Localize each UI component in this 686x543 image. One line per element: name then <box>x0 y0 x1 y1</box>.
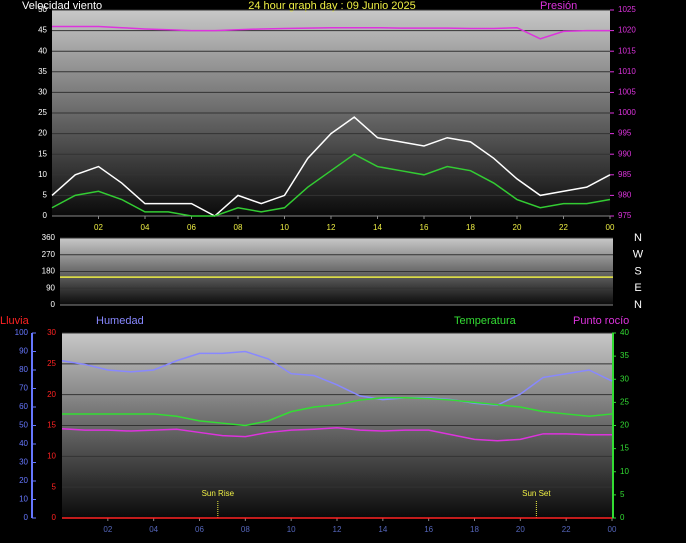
y2-tick-label: 15 <box>620 444 629 453</box>
axis-label: Punto rocío <box>573 315 629 327</box>
axis-label: Lluvia <box>0 315 30 327</box>
y2-tick-label: 980 <box>618 191 632 200</box>
x-tick-label: 06 <box>187 223 196 232</box>
y-tick-label: 30 <box>38 88 47 97</box>
y-tick-label: 0 <box>51 300 56 309</box>
y-tick-label: 40 <box>19 439 28 448</box>
direction-label: S <box>634 265 641 277</box>
y2-tick-label: 35 <box>620 351 629 360</box>
y-tick-label: 360 <box>42 233 56 242</box>
series-line <box>51 116 611 217</box>
y2-tick-label: 25 <box>620 397 629 406</box>
y-tick-label: 180 <box>42 267 56 276</box>
annotation-label: Sun Set <box>522 489 551 498</box>
y2-tick-label: 1015 <box>618 46 636 55</box>
x-tick-label: 04 <box>149 525 158 534</box>
y2-tick-label: 30 <box>620 374 629 383</box>
x-tick-label: 14 <box>373 223 382 232</box>
direction-label: W <box>633 249 644 261</box>
x-tick-label: 06 <box>195 525 204 534</box>
direction-label: N <box>634 299 642 311</box>
y-tick-label: 25 <box>38 108 47 117</box>
y-tick-label: 0 <box>43 211 48 220</box>
annotation-label: Sun Rise <box>202 489 235 498</box>
series-line <box>51 153 611 217</box>
y3-tick-label: 10 <box>47 451 56 460</box>
axis-label: Humedad <box>96 315 144 327</box>
y2-tick-label: 0 <box>620 513 625 522</box>
y-tick-label: 40 <box>38 46 47 55</box>
direction-label: E <box>634 282 641 294</box>
x-tick-label: 22 <box>562 525 571 534</box>
y-tick-label: 90 <box>46 283 55 292</box>
y-tick-label: 80 <box>19 365 28 374</box>
y-tick-label: 45 <box>38 26 47 35</box>
x-tick-label: 22 <box>559 223 568 232</box>
x-tick-label: 02 <box>94 223 103 232</box>
y2-tick-label: 1005 <box>618 88 636 97</box>
y-tick-label: 30 <box>19 458 28 467</box>
x-tick-label: 20 <box>516 525 525 534</box>
series-line <box>61 350 613 406</box>
x-tick-label: 12 <box>327 223 336 232</box>
direction-label: N <box>634 232 642 244</box>
y2-tick-label: 10 <box>620 467 629 476</box>
y-tick-label: 100 <box>15 328 29 337</box>
x-tick-label: 04 <box>141 223 150 232</box>
y-tick-label: 50 <box>38 5 47 14</box>
y3-tick-label: 25 <box>47 359 56 368</box>
y-tick-label: 10 <box>38 170 47 179</box>
x-tick-label: 18 <box>470 525 479 534</box>
x-tick-label: 02 <box>103 525 112 534</box>
x-tick-label: 16 <box>420 223 429 232</box>
axis-label: Presión <box>540 0 577 12</box>
x-tick-label: 10 <box>287 525 296 534</box>
x-tick-label: 00 <box>606 223 615 232</box>
x-tick-label: 00 <box>608 525 617 534</box>
y-tick-label: 70 <box>19 384 28 393</box>
chart-title: 24 hour graph day : 09 Junio 2025 <box>248 0 416 12</box>
x-tick-label: 20 <box>513 223 522 232</box>
y-tick-label: 0 <box>24 513 29 522</box>
x-tick-label: 08 <box>241 525 250 534</box>
y3-tick-label: 0 <box>52 513 57 522</box>
y2-tick-label: 1025 <box>618 5 636 14</box>
y2-tick-label: 975 <box>618 211 632 220</box>
y2-tick-label: 40 <box>620 328 629 337</box>
y3-tick-label: 20 <box>47 390 56 399</box>
series-line <box>61 427 612 442</box>
y-tick-label: 50 <box>19 421 28 430</box>
series-line <box>62 397 613 427</box>
y3-tick-label: 15 <box>47 421 56 430</box>
x-tick-label: 10 <box>280 223 289 232</box>
y-tick-label: 270 <box>42 250 56 259</box>
y-tick-label: 15 <box>38 149 47 158</box>
y-tick-label: 90 <box>19 347 28 356</box>
y-tick-label: 10 <box>19 495 28 504</box>
y-tick-label: 20 <box>38 129 47 138</box>
y2-tick-label: 5 <box>620 490 625 499</box>
y2-tick-label: 1020 <box>618 26 636 35</box>
x-tick-label: 18 <box>466 223 475 232</box>
y2-tick-label: 1010 <box>618 67 636 76</box>
axis-label: Velocidad viento <box>22 0 102 12</box>
y2-tick-label: 990 <box>618 149 632 158</box>
series-line <box>52 25 610 40</box>
y2-tick-label: 985 <box>618 170 632 179</box>
x-tick-label: 12 <box>333 525 342 534</box>
y3-tick-label: 30 <box>47 328 56 337</box>
y3-tick-label: 5 <box>52 482 57 491</box>
y-tick-label: 20 <box>19 476 28 485</box>
x-tick-label: 14 <box>378 525 387 534</box>
y2-tick-label: 995 <box>618 129 632 138</box>
y2-tick-label: 20 <box>620 421 629 430</box>
y-tick-label: 5 <box>43 191 48 200</box>
x-tick-label: 16 <box>424 525 433 534</box>
x-tick-label: 08 <box>234 223 243 232</box>
y2-tick-label: 1000 <box>618 108 636 117</box>
y-tick-label: 60 <box>19 402 28 411</box>
axis-label: Temperatura <box>454 315 517 327</box>
y-tick-label: 35 <box>38 67 47 76</box>
